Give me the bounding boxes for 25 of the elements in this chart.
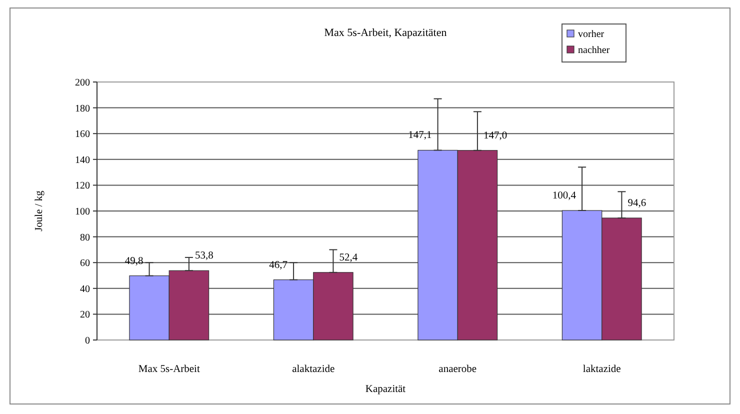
y-tick-label: 120 (75, 180, 90, 192)
text: 94,6 (628, 198, 646, 209)
legend-label: vorher (578, 29, 605, 40)
text: 53,8 (194, 250, 214, 262)
x-tick-label: Max 5s-Arbeit (138, 364, 200, 375)
x-axis-title: Kapazität (365, 384, 406, 395)
y-tick-label: 180 (75, 103, 90, 114)
y-tick-label: 80 (80, 232, 90, 244)
y-tick-label: 200 (75, 78, 90, 88)
y-tick-label: 40 (80, 284, 90, 295)
text: 46,7 (269, 260, 288, 271)
x-tick-label: alaktazide (292, 364, 335, 375)
chart-title: Max 5s-Arbeit, Kapazitäten (324, 27, 448, 39)
y-axis-title: Joule / kg (34, 190, 45, 232)
y-tick-label: 0 (85, 336, 90, 346)
x-tick-label: anaerobe (438, 364, 477, 375)
y-tick-label: 100 (75, 206, 90, 218)
y-tick-label: 160 (75, 129, 90, 140)
y-tick-label: 60 (80, 258, 90, 270)
y-tick-label: 140 (75, 154, 90, 166)
legend-label: nachher (578, 45, 610, 56)
text: 100,4 (552, 190, 576, 202)
x-tick-label: laktazide (582, 364, 622, 375)
text: 52,4 (339, 252, 358, 264)
y-tick-label: 20 (80, 310, 90, 321)
